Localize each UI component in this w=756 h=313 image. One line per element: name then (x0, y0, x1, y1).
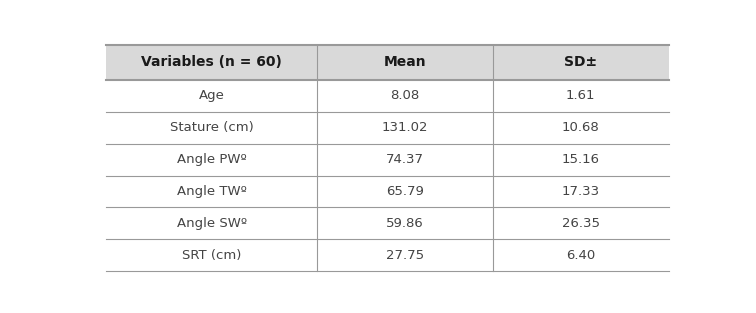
Text: SD±: SD± (564, 55, 597, 69)
Text: 15.16: 15.16 (562, 153, 600, 166)
Text: 27.75: 27.75 (386, 249, 424, 262)
Text: Angle PWº: Angle PWº (177, 153, 246, 166)
Text: Variables (n = 60): Variables (n = 60) (141, 55, 282, 69)
Bar (106, 80, 668, 112)
Bar (106, 208, 668, 239)
Text: Angle TWº: Angle TWº (177, 185, 246, 198)
Text: 1.61: 1.61 (566, 89, 596, 102)
Bar (106, 45, 668, 80)
Text: 74.37: 74.37 (386, 153, 424, 166)
Text: 26.35: 26.35 (562, 217, 600, 230)
Text: 17.33: 17.33 (562, 185, 600, 198)
Text: 65.79: 65.79 (386, 185, 424, 198)
Text: Angle SWº: Angle SWº (177, 217, 246, 230)
Text: 8.08: 8.08 (390, 89, 420, 102)
Bar (106, 239, 668, 271)
Bar (106, 112, 668, 144)
Text: 10.68: 10.68 (562, 121, 600, 134)
Text: 59.86: 59.86 (386, 217, 424, 230)
Bar (106, 144, 668, 176)
Text: 131.02: 131.02 (382, 121, 429, 134)
Text: SRT (cm): SRT (cm) (182, 249, 241, 262)
Bar (106, 176, 668, 208)
Text: 6.40: 6.40 (566, 249, 596, 262)
Text: Age: Age (199, 89, 225, 102)
Text: Mean: Mean (384, 55, 426, 69)
Text: Stature (cm): Stature (cm) (170, 121, 253, 134)
